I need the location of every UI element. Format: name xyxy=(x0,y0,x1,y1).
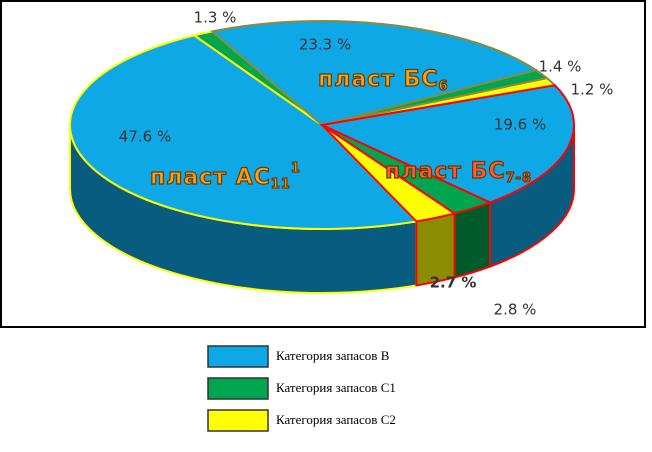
data-label: 2.8 % xyxy=(494,301,537,319)
group-subscript: 7-8 xyxy=(506,171,533,186)
legend-label: Категория запасов В xyxy=(276,348,390,363)
pie-slice xyxy=(69,34,419,230)
pie-tops xyxy=(69,20,575,230)
data-label: 1.4 % xyxy=(539,58,582,76)
pie-slice xyxy=(321,124,457,223)
group-label: пласт БС6 xyxy=(318,67,449,94)
pie-slice xyxy=(210,20,539,127)
data-label: 47.6 % xyxy=(119,128,171,146)
data-label: 1.2 % xyxy=(571,81,614,99)
group-name: пласт АС xyxy=(150,165,271,190)
data-label: 23.3 % xyxy=(299,36,351,54)
pie-side xyxy=(453,201,492,279)
group-label: пласт БС7-8 xyxy=(385,159,532,186)
data-label: 2.7 % xyxy=(430,274,477,292)
legend: Категория запасов В Категория запасов С1 К… xyxy=(207,345,396,432)
legend-swatch xyxy=(207,409,269,432)
group-subscript: 6 xyxy=(439,79,449,94)
group-superscript: 1 xyxy=(291,161,301,176)
group-label: пласт АС111 xyxy=(150,161,301,192)
legend-swatch xyxy=(207,345,269,368)
pie-slice xyxy=(318,84,575,204)
data-label: 1.3 % xyxy=(194,9,237,27)
group-subscript: 11 xyxy=(271,177,291,192)
group-name: пласт БС xyxy=(385,159,506,184)
legend-label: Категория запасов С2 xyxy=(276,412,396,427)
data-label: 19.6 % xyxy=(494,116,546,134)
legend-label: Категория запасов С1 xyxy=(276,380,396,395)
legend-swatch xyxy=(207,377,269,400)
group-name: пласт БС xyxy=(318,67,439,92)
